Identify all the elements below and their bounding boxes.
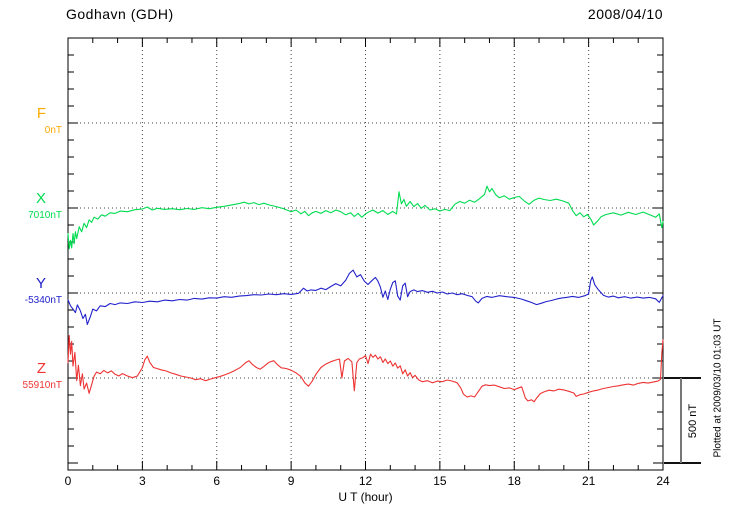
x-tick-label-0: 0 bbox=[64, 474, 72, 488]
component-label-Y: Y bbox=[35, 275, 46, 292]
scale-bar-label: 500 nT bbox=[687, 403, 699, 439]
x-axis-label: U T (hour) bbox=[338, 490, 393, 504]
x-tick-label-9: 9 bbox=[287, 474, 295, 488]
x-tick-label-6: 6 bbox=[213, 474, 221, 488]
trace-Z bbox=[67, 334, 664, 403]
x-tick-label-21: 21 bbox=[581, 474, 596, 488]
component-label-Z: Z bbox=[36, 360, 46, 377]
page-title: Godhavn (GDH) bbox=[66, 6, 174, 22]
x-tick-label-3: 3 bbox=[139, 474, 146, 488]
trace-Y bbox=[67, 269, 664, 325]
component-label-F: F bbox=[36, 105, 46, 122]
x-tick-label-24: 24 bbox=[656, 474, 670, 488]
x-tick-label-18: 18 bbox=[507, 474, 521, 488]
x-tick-label-12: 12 bbox=[358, 474, 373, 488]
x-tick-label-15: 15 bbox=[433, 474, 447, 488]
component-baseline-Z: 55910nT bbox=[22, 380, 62, 391]
component-baseline-X: 7010nT bbox=[28, 210, 62, 221]
trace-X bbox=[67, 185, 664, 250]
page-date: 2008/04/10 bbox=[587, 6, 663, 22]
component-baseline-Y: -5340nT bbox=[24, 295, 62, 306]
component-baseline-F: 0nT bbox=[44, 125, 62, 136]
plotted-at-note: Plotted at 2009/03/10 01:03 UT bbox=[712, 318, 724, 458]
component-label-X: X bbox=[35, 190, 46, 207]
